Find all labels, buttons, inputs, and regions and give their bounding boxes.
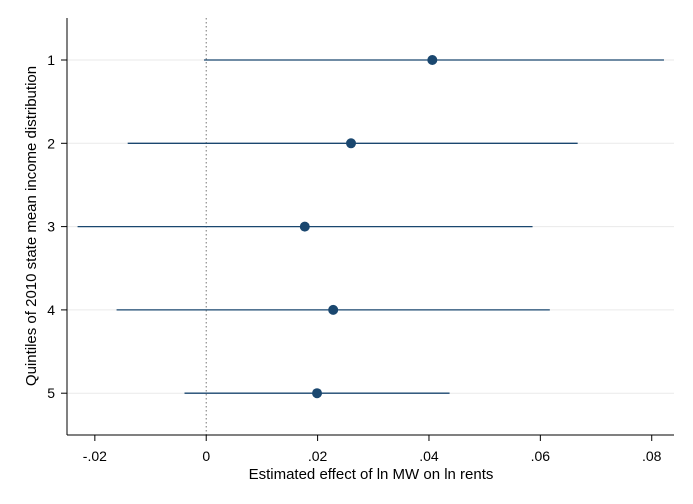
point-estimate-5	[312, 388, 323, 399]
x-tick-label-3: .04	[419, 448, 439, 464]
y-axis-title: Quintiles of 2010 state mean income dist…	[23, 66, 40, 386]
x-tick-label-4: .06	[531, 448, 551, 464]
x-axis-title: Estimated effect of ln MW on ln rents	[249, 466, 494, 483]
point-estimate-1	[427, 55, 438, 65]
y-tick-label-5: 5	[47, 385, 55, 401]
axes: 1 2 3 4 5 -.02 0 .02 .04 .06 .08	[47, 18, 674, 464]
y-tick-label-1: 1	[47, 52, 55, 68]
point-estimate-4	[328, 304, 339, 315]
x-tick-label-0: -.02	[83, 448, 107, 464]
x-tick-label-2: .02	[308, 448, 328, 464]
point-estimate-3	[299, 221, 310, 232]
y-tick-label-4: 4	[47, 302, 55, 318]
point-estimate-2	[346, 138, 357, 149]
point-estimates	[299, 55, 438, 399]
y-tick-label-2: 2	[47, 135, 55, 151]
x-tick-label-1: 0	[202, 448, 210, 464]
y-tick-label-3: 3	[47, 219, 55, 235]
x-tick-label-5: .08	[642, 448, 662, 464]
